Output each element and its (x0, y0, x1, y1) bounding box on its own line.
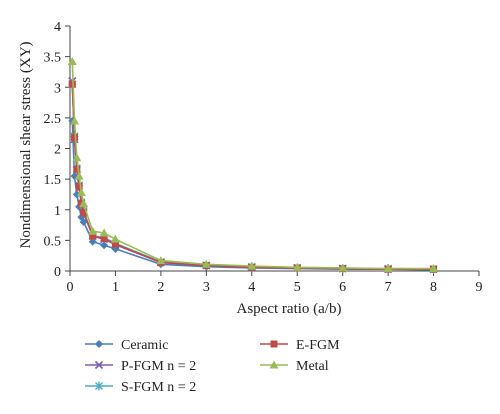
data-point (79, 199, 89, 208)
data-point (88, 226, 98, 235)
x-axis-label: Aspect ratio (a/b) (237, 301, 342, 317)
legend-label: P-FGM n = 2 (121, 359, 196, 374)
series-layer (67, 57, 439, 274)
data-point (88, 237, 97, 246)
series-s-fgm-n-2 (68, 79, 438, 274)
x-tick-label: 1 (112, 280, 119, 295)
series-line (71, 84, 434, 271)
legend-item: S-FGM n = 2 (85, 380, 196, 395)
data-point (247, 261, 257, 270)
data-point (156, 256, 166, 265)
data-point (72, 190, 81, 199)
legend-item: Ceramic (85, 338, 168, 353)
legend-marker (94, 360, 104, 370)
series-line (71, 81, 434, 271)
legend-marker (95, 381, 103, 391)
y-axis-ticks: 0 0.5 1 1.5 2 2.5 3 3.5 4 (44, 20, 70, 280)
series-line (71, 84, 434, 270)
y-tick-label: 0.5 (44, 234, 62, 249)
x-tick-label: 8 (430, 280, 437, 295)
x-tick-label: 6 (339, 280, 346, 295)
data-point (67, 57, 77, 66)
y-tick-label: 2 (54, 143, 61, 158)
legend-marker (269, 360, 279, 369)
legend-marker (270, 340, 278, 348)
y-tick-label: 2.5 (44, 112, 62, 127)
data-point (111, 240, 119, 248)
data-point (70, 116, 80, 125)
legend-label: S-FGM n = 2 (121, 380, 196, 395)
data-point (429, 264, 439, 273)
x-axis-ticks: 0 1 2 3 4 5 6 7 8 9 (67, 271, 483, 295)
data-point (292, 262, 302, 271)
series-line (71, 61, 434, 270)
data-point (80, 208, 88, 216)
y-tick-label: 1 (54, 204, 61, 219)
x-tick-label: 2 (157, 280, 164, 295)
data-point (73, 165, 81, 173)
data-point (89, 232, 97, 240)
legend: Ceramic P-FGM n = 2 S-FGM n = 2 E-FGM Metal (85, 338, 340, 395)
x-tick-label: 5 (294, 280, 301, 295)
data-point (201, 259, 211, 268)
legend-item: P-FGM n = 2 (85, 359, 196, 374)
legend-item: Metal (260, 359, 329, 374)
x-tick-label: 9 (476, 280, 483, 295)
y-tick-label: 3 (54, 81, 61, 96)
data-point (76, 188, 86, 197)
series-ceramic (68, 116, 438, 274)
data-point (383, 264, 393, 273)
plot-area: 0 0.5 1 1.5 2 2.5 3 3.5 4 0 1 2 3 4 5 6 7 8 9 (44, 20, 483, 295)
x-tick-label: 0 (67, 280, 74, 295)
data-point (72, 153, 82, 162)
y-tick-label: 3.5 (44, 51, 62, 66)
y-tick-label: 0 (54, 265, 61, 280)
x-tick-label: 3 (203, 280, 210, 295)
data-point (74, 171, 84, 180)
y-axis-label: Nondimensional shear stress (XY) (18, 41, 34, 248)
y-tick-label: 4 (54, 20, 61, 35)
legend-item: E-FGM (260, 338, 340, 353)
data-point (71, 133, 79, 141)
data-point (68, 80, 76, 88)
legend-marker (95, 340, 103, 348)
legend-label: E-FGM (296, 338, 340, 353)
data-point (75, 182, 83, 190)
legend-label: Metal (296, 359, 329, 374)
data-point (338, 263, 348, 272)
data-point (100, 241, 109, 250)
x-tick-label: 4 (248, 280, 255, 295)
data-point (99, 228, 109, 237)
legend-label: Ceramic (121, 338, 168, 353)
data-point (110, 234, 120, 243)
x-tick-label: 7 (385, 280, 392, 295)
series-metal (67, 57, 439, 273)
y-tick-label: 1.5 (44, 173, 62, 188)
data-point (100, 235, 108, 243)
